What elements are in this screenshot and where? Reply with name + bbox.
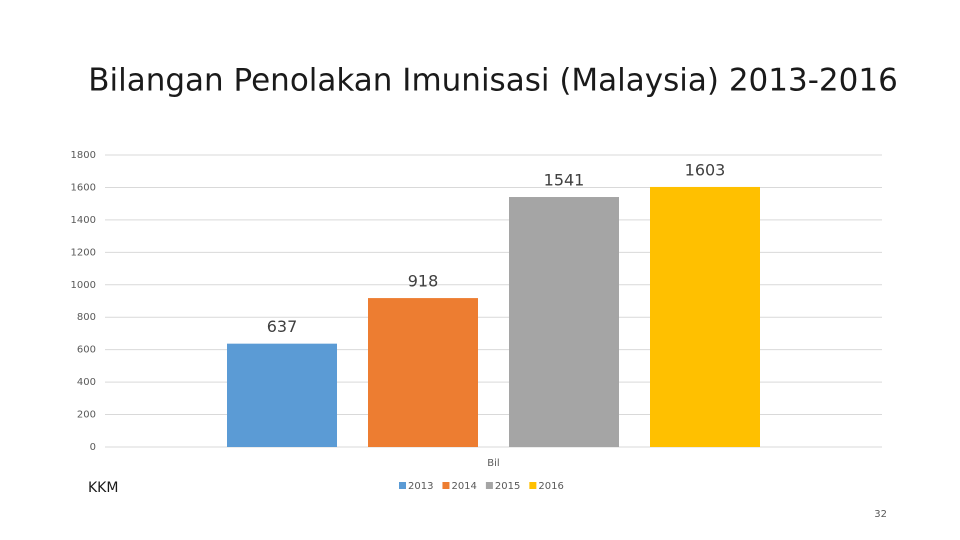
legend-swatch	[529, 482, 537, 489]
bar	[368, 298, 478, 447]
legend-swatch	[399, 482, 406, 489]
bar	[509, 197, 619, 447]
x-tick-label: Bil	[487, 458, 499, 469]
y-tick-label: 1400	[71, 215, 96, 226]
y-tick-label: 400	[77, 377, 96, 388]
legend-label: 2016	[538, 481, 563, 492]
value-label: 918	[408, 272, 439, 291]
footer-label: KKM	[88, 480, 118, 496]
bar	[227, 343, 337, 447]
y-tick-label: 0	[90, 442, 96, 453]
value-label: 1603	[685, 160, 726, 179]
legend-label: 2015	[495, 481, 520, 492]
y-tick-label: 1200	[71, 247, 96, 258]
legend-swatch	[485, 482, 493, 489]
legend-label: 2014	[451, 481, 476, 492]
y-tick-label: 1800	[71, 150, 96, 161]
y-tick-label: 800	[77, 312, 96, 323]
bar	[650, 186, 760, 448]
y-tick-label: 1600	[71, 182, 96, 193]
page-number: 32	[874, 509, 887, 520]
y-tick-label: 600	[77, 345, 96, 356]
value-label: 637	[267, 317, 298, 336]
legend-label: 2013	[408, 481, 433, 492]
chart-title: Bilangan Penolakan Imunisasi (Malaysia) …	[88, 63, 898, 99]
legend-swatch	[442, 482, 450, 489]
value-label: 1541	[544, 171, 585, 190]
y-tick-label: 200	[77, 410, 96, 421]
y-tick-label: 1000	[71, 280, 96, 291]
